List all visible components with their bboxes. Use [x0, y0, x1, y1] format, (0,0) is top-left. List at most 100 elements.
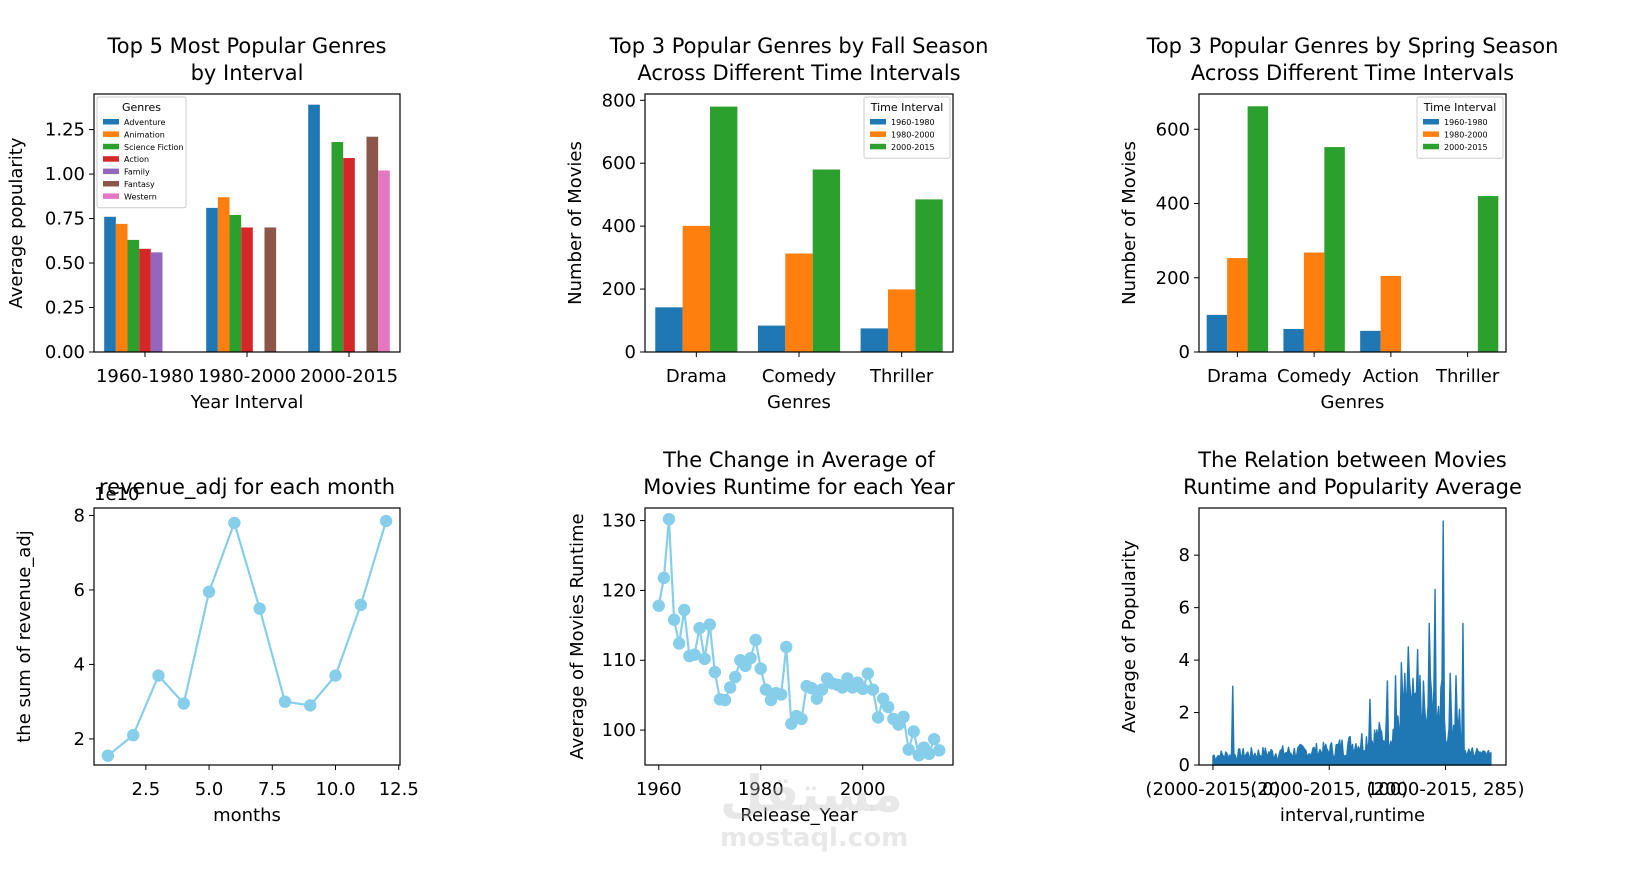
chart-title-line: by Interval	[191, 61, 304, 85]
data-point	[698, 652, 711, 666]
y-tick-label: 0.00	[45, 342, 85, 363]
x-tick-label: (2000-2015, 0)	[1145, 779, 1280, 800]
bar-science-fiction-2000-2015	[331, 142, 344, 352]
legend-swatch	[103, 156, 119, 162]
legend-swatch	[103, 143, 119, 150]
axes-frame-2	[1198, 93, 1507, 353]
legend-label: 1980-2000	[1444, 130, 1488, 139]
y-tick-label: 4	[1179, 650, 1190, 671]
y-tick-label: 6	[1179, 598, 1190, 619]
x-tick-label: Action	[1363, 366, 1419, 387]
data-point	[897, 710, 910, 724]
bar-adventure-2000-2015	[308, 104, 320, 352]
data-point	[652, 599, 665, 612]
x-tick-label: 10.0	[315, 779, 355, 800]
y-axis-label: Average of Movies Runtime	[567, 513, 588, 759]
x-tick-label: Drama	[666, 366, 727, 387]
data-point	[933, 744, 946, 757]
bar-1980-2000-thriller	[887, 289, 916, 352]
x-tick-label: Comedy	[762, 366, 837, 387]
x-axis-label: Year Interval	[190, 392, 304, 413]
data-point	[729, 670, 742, 684]
data-point	[662, 512, 676, 526]
legend-swatch	[1423, 119, 1439, 125]
data-point	[866, 683, 880, 696]
data-point	[780, 640, 793, 654]
bar-family-1960-1980	[150, 252, 163, 352]
axes-frame-1	[644, 93, 954, 353]
legend-swatch	[103, 168, 119, 175]
legend-label: Western	[124, 192, 157, 201]
data-point	[907, 725, 920, 738]
legend-swatch	[103, 193, 119, 199]
legend-swatch	[103, 181, 119, 187]
x-tick-label: 1980	[738, 779, 784, 800]
data-point	[708, 665, 722, 679]
data-point	[329, 669, 342, 682]
bar-science-fiction-1960-1980	[127, 239, 140, 352]
x-axis-label: months	[213, 805, 281, 826]
y-tick-label: 600	[602, 153, 636, 174]
legend-label: Family	[124, 168, 150, 177]
legend-label: 1960-1980	[891, 118, 935, 127]
bar-action-2000-2015	[343, 158, 355, 352]
y-tick-label: 110	[602, 650, 636, 671]
data-point	[657, 571, 671, 585]
series-line	[107, 519, 388, 757]
legend-swatch	[1423, 131, 1439, 137]
chart-2: Top 3 Popular Genres by Fall Season Acros…	[565, 34, 988, 413]
data-point	[744, 651, 757, 665]
x-tick-label: 2.5	[132, 779, 161, 800]
y-tick-label: 0	[625, 342, 636, 363]
y-tick-label: 1.00	[45, 164, 85, 185]
bar-adventure-1980-2000	[206, 207, 218, 352]
y-tick-label: 8	[1179, 545, 1190, 566]
chart-4: revenue_adj for each month 2 4 6 8 the sum of…	[14, 475, 419, 826]
y-tick-label: 0	[1179, 342, 1190, 363]
legend-label: 1980-2000	[891, 130, 935, 139]
bar-science-fiction-1980-2000	[229, 214, 242, 352]
y-tick-label: 0	[1179, 755, 1190, 776]
legend: Genres Adventure Animation Science Fiction A…	[96, 96, 187, 209]
data-point	[805, 681, 818, 695]
legend-swatch	[870, 143, 886, 150]
data-point	[871, 711, 885, 724]
y-tick-label: 130	[602, 511, 636, 532]
bar-fantasy-1980-2000	[264, 227, 277, 352]
chart-5: The Change in Average of Movies Runtime f…	[567, 448, 955, 826]
data-point	[922, 747, 936, 761]
data-point	[795, 712, 808, 726]
data-point	[754, 662, 767, 675]
bar-2000-2015-comedy	[812, 169, 841, 352]
y-tick-label: 200	[602, 279, 636, 300]
data-point	[723, 681, 737, 694]
data-point	[836, 681, 849, 694]
data-point	[841, 672, 854, 685]
legend-swatch	[1423, 143, 1439, 150]
legend-title: Time Interval	[870, 101, 944, 114]
data-point	[379, 514, 393, 528]
legend-label: 2000-2015	[891, 143, 935, 152]
bar-1980-2000-comedy	[1303, 252, 1325, 352]
y-tick-label: 2	[1179, 703, 1190, 724]
x-tick-label: 1960	[636, 779, 682, 800]
y-tick-label: 0.50	[45, 253, 85, 274]
x-tick-label: 1980-2000	[198, 366, 296, 387]
chart-title-line: revenue_adj for each month	[99, 475, 395, 500]
data-point	[152, 669, 165, 682]
chart-6: The Relation between Movies Runtime and P…	[1119, 448, 1525, 826]
axes-frame-0	[93, 93, 401, 353]
chart-title-line: Across Different Time Intervals	[1191, 61, 1514, 85]
data-point	[667, 613, 681, 626]
bar-animation-1980-2000	[217, 197, 230, 352]
legend-swatch	[870, 131, 886, 137]
data-point	[902, 743, 915, 756]
chart-title-line: Top 3 Popular Genres by Fall Season	[609, 34, 989, 58]
legend-label: 2000-2015	[1444, 143, 1488, 152]
x-tick-label: (2000-2015, 100)	[1250, 779, 1408, 800]
x-tick-label: Comedy	[1277, 366, 1352, 387]
data-point	[278, 695, 292, 708]
bar-2000-2015-drama	[1247, 106, 1269, 352]
bar-western-2000-2015	[378, 170, 390, 352]
